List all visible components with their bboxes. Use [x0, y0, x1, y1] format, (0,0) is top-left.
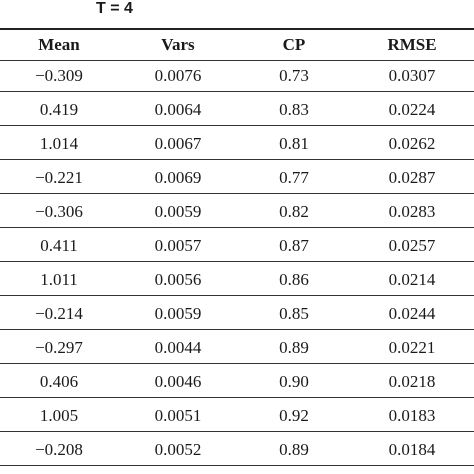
vars-cell: 0.0069	[154, 168, 202, 187]
vars-cell: 0.0076	[154, 66, 202, 85]
mean-cell: 1.014	[39, 134, 79, 153]
cp-cell: 0.90	[279, 372, 309, 391]
header-vars: Vars	[161, 35, 195, 54]
table-title: T = 4	[96, 0, 133, 17]
cp-cell: 0.86	[279, 270, 309, 289]
table-row: −0.309 0.0076 0.73 0.0307	[0, 61, 474, 92]
vars-cell: 0.0044	[154, 338, 202, 357]
table-row: 0.406 0.0046 0.90 0.0218	[0, 367, 474, 398]
header-mean: Mean	[38, 35, 80, 54]
table-row: −0.297 0.0044 0.89 0.0221	[0, 333, 474, 364]
mean-cell: −0.306	[35, 202, 83, 221]
vars-cell: 0.0059	[154, 304, 202, 323]
rmse-cell: 0.0218	[388, 372, 436, 391]
rmse-cell: 0.0257	[388, 236, 436, 255]
table-row: 1.005 0.0051 0.92 0.0183	[0, 401, 474, 432]
rmse-cell: 0.0287	[388, 168, 436, 187]
vars-cell: 0.0057	[154, 236, 202, 255]
table-row: 0.419 0.0064 0.83 0.0224	[0, 95, 474, 126]
cp-cell: 0.77	[279, 168, 309, 187]
mean-cell: 0.406	[39, 372, 79, 391]
table-row: −0.221 0.0069 0.77 0.0287	[0, 163, 474, 194]
mean-cell: −0.208	[35, 440, 83, 459]
header-rmse: RMSE	[387, 35, 437, 54]
mean-cell: 0.411	[40, 236, 78, 255]
mean-cell: 0.419	[39, 100, 79, 119]
rmse-cell: 0.0244	[388, 304, 436, 323]
cp-cell: 0.89	[279, 440, 309, 459]
vars-cell: 0.0046	[154, 372, 202, 391]
vars-cell: 0.0064	[154, 100, 202, 119]
rmse-cell: 0.0214	[388, 270, 436, 289]
mean-cell: −0.297	[35, 338, 83, 357]
rmse-cell: 0.0184	[388, 440, 436, 459]
table-row: −0.208 0.0052 0.89 0.0184	[0, 435, 474, 466]
mean-cell: −0.214	[35, 304, 83, 323]
top-rule	[0, 28, 474, 30]
table-row: −0.214 0.0059 0.85 0.0244	[0, 299, 474, 330]
cp-cell: 0.73	[279, 66, 309, 85]
table-row: −0.306 0.0059 0.82 0.0283	[0, 197, 474, 228]
vars-cell: 0.0051	[154, 406, 202, 425]
cp-cell: 0.82	[279, 202, 309, 221]
table-header-row: Mean Vars CP RMSE	[0, 30, 474, 61]
table-row: 1.014 0.0067 0.81 0.0262	[0, 129, 474, 160]
rmse-cell: 0.0262	[388, 134, 436, 153]
mean-cell: 1.005	[39, 406, 79, 425]
rmse-cell: 0.0221	[388, 338, 436, 357]
cp-cell: 0.89	[279, 338, 309, 357]
vars-cell: 0.0056	[154, 270, 202, 289]
table-row: 1.011 0.0056 0.86 0.0214	[0, 265, 474, 296]
rmse-cell: 0.0224	[388, 100, 436, 119]
cp-cell: 0.85	[279, 304, 309, 323]
mean-cell: −0.309	[35, 66, 83, 85]
vars-cell: 0.0067	[154, 134, 202, 153]
cp-cell: 0.83	[279, 100, 309, 119]
vars-cell: 0.0059	[154, 202, 202, 221]
cp-cell: 0.81	[279, 134, 309, 153]
cp-cell: 0.92	[279, 406, 309, 425]
mean-cell: −0.221	[35, 168, 83, 187]
table-row: 0.411 0.0057 0.87 0.0257	[0, 231, 474, 262]
cp-cell: 0.87	[279, 236, 309, 255]
mean-cell: 1.011	[40, 270, 78, 289]
rmse-cell: 0.0183	[388, 406, 436, 425]
header-cp: CP	[282, 35, 306, 54]
rmse-cell: 0.0283	[388, 202, 436, 221]
vars-cell: 0.0052	[154, 440, 202, 459]
rmse-cell: 0.0307	[388, 66, 436, 85]
